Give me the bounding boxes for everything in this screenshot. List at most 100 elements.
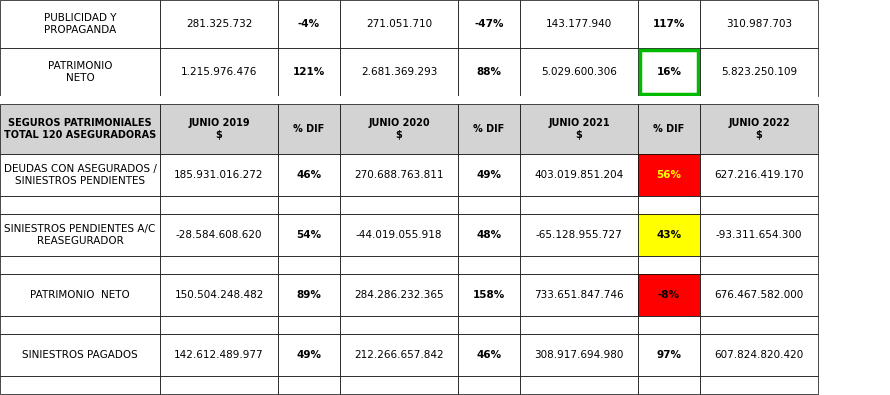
Bar xyxy=(340,376,458,394)
Text: 185.931.016.272: 185.931.016.272 xyxy=(174,170,263,180)
Text: 733.651.847.746: 733.651.847.746 xyxy=(534,290,624,300)
Bar xyxy=(520,274,638,316)
Bar xyxy=(700,274,818,316)
Bar xyxy=(700,316,818,334)
Bar xyxy=(458,0,520,48)
Text: 212.266.657.842: 212.266.657.842 xyxy=(354,350,444,360)
Text: JUNIO 2021
$: JUNIO 2021 $ xyxy=(548,118,610,140)
Bar xyxy=(458,256,520,274)
Bar xyxy=(0,256,160,274)
Bar xyxy=(278,274,340,316)
Bar xyxy=(700,154,818,196)
Bar xyxy=(0,104,160,154)
Bar xyxy=(520,0,638,48)
Text: 56%: 56% xyxy=(657,170,682,180)
Bar xyxy=(638,214,700,256)
Bar xyxy=(278,376,340,394)
Bar xyxy=(700,196,818,214)
Text: 5.823.250.109: 5.823.250.109 xyxy=(721,67,797,77)
Bar xyxy=(160,316,278,334)
Bar xyxy=(160,376,278,394)
Text: 627.216.419.170: 627.216.419.170 xyxy=(715,170,804,180)
Text: 158%: 158% xyxy=(473,290,506,300)
Text: -28.584.608.620: -28.584.608.620 xyxy=(175,230,263,240)
Bar xyxy=(340,316,458,334)
Bar xyxy=(638,316,700,334)
Bar xyxy=(458,316,520,334)
Text: SINIESTROS PENDIENTES A/C
REASEGURADOR: SINIESTROS PENDIENTES A/C REASEGURADOR xyxy=(4,224,156,246)
Text: 88%: 88% xyxy=(476,67,501,77)
Bar xyxy=(520,48,638,96)
Bar xyxy=(638,104,700,154)
Bar xyxy=(520,256,638,274)
Text: DEUDAS CON ASEGURADOS /
SINIESTROS PENDIENTES: DEUDAS CON ASEGURADOS / SINIESTROS PENDI… xyxy=(4,164,157,186)
Bar xyxy=(340,48,458,96)
Bar xyxy=(278,0,340,48)
Text: SINIESTROS PAGADOS: SINIESTROS PAGADOS xyxy=(22,350,138,360)
Bar xyxy=(340,154,458,196)
Text: 270.688.763.811: 270.688.763.811 xyxy=(354,170,444,180)
Bar xyxy=(700,256,818,274)
Bar xyxy=(340,274,458,316)
Text: PATRIMONIO
NETO: PATRIMONIO NETO xyxy=(48,61,112,83)
Bar xyxy=(0,274,160,316)
Text: 2.681.369.293: 2.681.369.293 xyxy=(360,67,437,77)
Bar xyxy=(160,48,278,96)
Bar xyxy=(0,96,818,104)
Bar xyxy=(640,50,698,94)
Text: JUNIO 2020
$: JUNIO 2020 $ xyxy=(368,118,430,140)
Bar xyxy=(0,48,160,96)
Bar xyxy=(340,256,458,274)
Text: 607.824.820.420: 607.824.820.420 xyxy=(715,350,804,360)
Bar xyxy=(0,0,160,48)
Bar xyxy=(520,154,638,196)
Bar xyxy=(700,0,818,48)
Bar xyxy=(638,256,700,274)
Bar xyxy=(638,274,700,316)
Bar xyxy=(340,104,458,154)
Text: 46%: 46% xyxy=(476,350,502,360)
Bar xyxy=(160,104,278,154)
Bar xyxy=(0,154,160,196)
Text: 117%: 117% xyxy=(652,19,685,29)
Text: 49%: 49% xyxy=(296,350,321,360)
Bar xyxy=(520,214,638,256)
Bar xyxy=(278,48,340,96)
Text: 676.467.582.000: 676.467.582.000 xyxy=(715,290,804,300)
Bar xyxy=(0,334,160,376)
Text: 121%: 121% xyxy=(293,67,325,77)
Text: JUNIO 2019
$: JUNIO 2019 $ xyxy=(188,118,250,140)
Bar xyxy=(700,104,818,154)
Bar xyxy=(278,256,340,274)
Bar xyxy=(160,214,278,256)
Text: -93.311.654.300: -93.311.654.300 xyxy=(716,230,802,240)
Bar xyxy=(160,196,278,214)
Bar xyxy=(520,316,638,334)
Text: 54%: 54% xyxy=(296,230,321,240)
Bar xyxy=(458,104,520,154)
Bar xyxy=(278,104,340,154)
Bar xyxy=(160,274,278,316)
Bar xyxy=(458,154,520,196)
Bar xyxy=(638,48,700,96)
Text: 5.029.600.306: 5.029.600.306 xyxy=(541,67,617,77)
Bar xyxy=(278,154,340,196)
Bar xyxy=(458,274,520,316)
Bar xyxy=(278,214,340,256)
Text: 142.612.489.977: 142.612.489.977 xyxy=(174,350,263,360)
Bar xyxy=(160,154,278,196)
Bar xyxy=(458,334,520,376)
Text: % DIF: % DIF xyxy=(473,124,505,134)
Text: 16%: 16% xyxy=(657,67,682,77)
Text: -44.019.055.918: -44.019.055.918 xyxy=(356,230,442,240)
Text: -8%: -8% xyxy=(658,290,680,300)
Bar xyxy=(638,196,700,214)
Bar xyxy=(638,0,700,48)
Text: 310.987.703: 310.987.703 xyxy=(726,19,792,29)
Bar xyxy=(458,48,520,96)
Bar xyxy=(0,376,160,394)
Bar xyxy=(278,196,340,214)
Text: 49%: 49% xyxy=(476,170,501,180)
Text: PUBLICIDAD Y
PROPAGANDA: PUBLICIDAD Y PROPAGANDA xyxy=(44,13,117,35)
Bar xyxy=(458,196,520,214)
